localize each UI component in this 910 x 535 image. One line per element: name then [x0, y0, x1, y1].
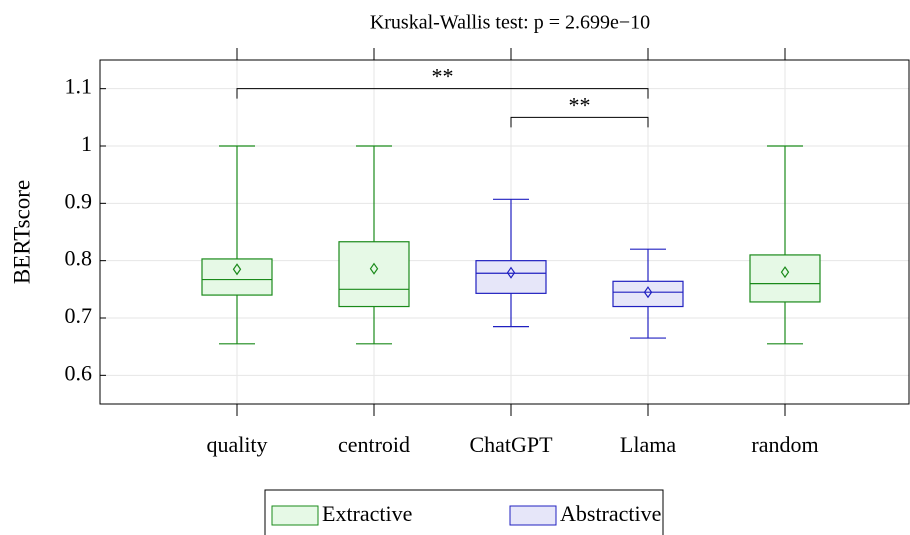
mean-marker — [643, 286, 653, 299]
legend-swatch — [509, 505, 557, 526]
box — [749, 254, 821, 303]
x-tick-label: ChatGPT — [469, 432, 553, 457]
mean-marker — [369, 262, 379, 275]
y-tick-label: 1.1 — [65, 74, 93, 99]
y-tick-label: 0.9 — [65, 188, 93, 213]
x-tick-label: Llama — [620, 432, 676, 457]
legend-swatch — [271, 505, 319, 526]
plot-frame — [99, 59, 910, 405]
x-tick-label: centroid — [338, 432, 410, 457]
significance-label: ** — [432, 64, 454, 89]
legend-label: Abstractive — [560, 501, 661, 526]
legend-frame — [264, 489, 664, 535]
mean-marker — [780, 266, 790, 279]
legend-label: Extractive — [322, 501, 412, 526]
y-tick-label: 0.8 — [65, 246, 93, 271]
significance-bracket — [510, 116, 649, 128]
significance-label: ** — [569, 92, 591, 117]
y-axis-label: BERTscore — [9, 180, 34, 284]
y-tick-label: 0.7 — [65, 303, 93, 328]
mean-marker — [506, 266, 516, 279]
x-tick-label: quality — [206, 432, 267, 457]
y-tick-label: 0.6 — [65, 360, 93, 385]
y-tick-label: 1 — [81, 131, 92, 156]
significance-bracket — [236, 88, 649, 99]
box — [612, 280, 684, 308]
x-tick-label: random — [751, 432, 818, 457]
chart-title: Kruskal-Wallis test: p = 2.699e−10 — [370, 12, 650, 34]
mean-marker — [232, 263, 242, 276]
